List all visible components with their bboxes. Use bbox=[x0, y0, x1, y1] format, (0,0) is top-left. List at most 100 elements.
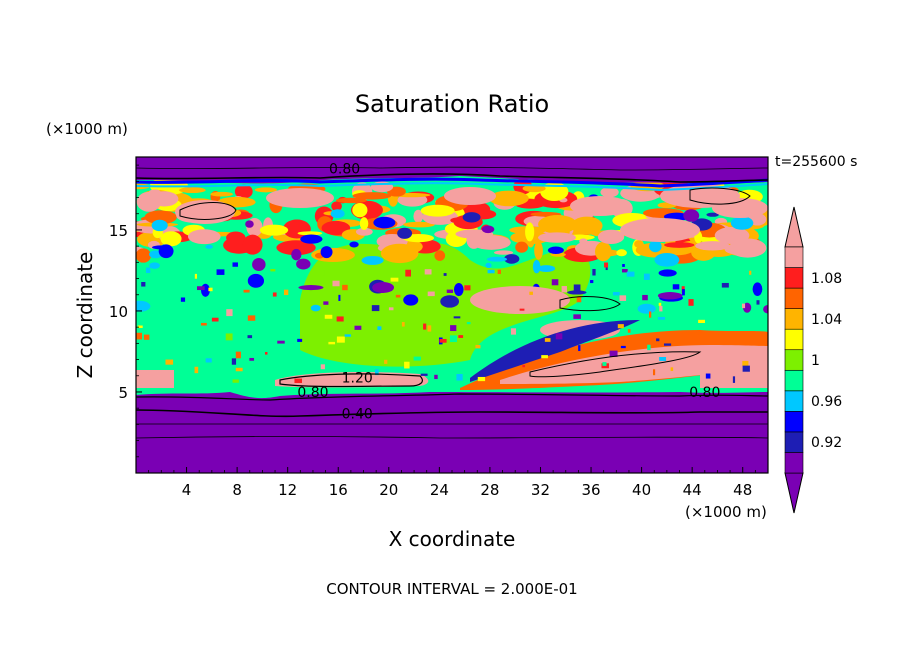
y-tick-label: 15 bbox=[109, 222, 128, 240]
field-patch bbox=[245, 220, 254, 228]
colorbar-segment bbox=[784, 411, 804, 433]
chart-title: Saturation Ratio bbox=[355, 90, 549, 118]
field-speck bbox=[205, 358, 212, 363]
x-tick-label: 44 bbox=[683, 481, 702, 499]
field-pockets bbox=[136, 262, 760, 383]
colorbar-segment bbox=[784, 246, 804, 268]
field-speck bbox=[165, 359, 174, 365]
field-patch bbox=[151, 219, 168, 232]
field-patch bbox=[397, 227, 413, 239]
field-speck bbox=[626, 271, 635, 277]
field-patch bbox=[616, 249, 627, 257]
colorbar-tick-label: 0.92 bbox=[811, 435, 842, 451]
field-patch bbox=[373, 216, 396, 229]
contour-lines bbox=[136, 166, 768, 439]
field-patch bbox=[403, 294, 419, 306]
field-patch bbox=[291, 248, 302, 261]
field-speck bbox=[487, 269, 495, 274]
field-speck bbox=[338, 294, 341, 301]
field-speck bbox=[605, 266, 608, 271]
field-speck bbox=[270, 268, 276, 272]
field-speck bbox=[143, 334, 150, 340]
field-speck bbox=[578, 345, 581, 352]
field-speck bbox=[544, 338, 551, 342]
field-patch bbox=[532, 260, 541, 274]
x-tick-label: 28 bbox=[480, 481, 499, 499]
field-speck bbox=[590, 280, 594, 284]
field-patch bbox=[210, 191, 233, 197]
field-patch bbox=[144, 210, 177, 225]
field-speck bbox=[612, 292, 620, 296]
field-patch bbox=[763, 305, 768, 314]
field-patch bbox=[485, 262, 492, 269]
colorbar-extend-low bbox=[784, 472, 804, 514]
x-tick-label: 16 bbox=[329, 481, 348, 499]
field-speck bbox=[532, 354, 538, 360]
field-speck bbox=[196, 264, 200, 271]
field-speck bbox=[658, 302, 662, 306]
colorbar-segment bbox=[784, 369, 804, 392]
x-tick-label: 32 bbox=[531, 481, 550, 499]
contour-mid-right bbox=[559, 296, 621, 312]
colorbar-tick-label: 1.04 bbox=[811, 312, 842, 328]
contour-top-thin bbox=[136, 166, 768, 171]
field-patch bbox=[730, 216, 754, 230]
field-speck bbox=[555, 333, 563, 340]
field-speck bbox=[388, 307, 394, 311]
contour-low-040 bbox=[136, 409, 768, 418]
field-speck bbox=[423, 323, 427, 330]
field-speck bbox=[247, 315, 256, 321]
field-speck bbox=[427, 291, 435, 297]
x-tick-label: 8 bbox=[232, 481, 242, 499]
field-patch bbox=[205, 244, 213, 249]
field-low-shelf-left bbox=[136, 370, 174, 388]
field-speck bbox=[332, 280, 340, 287]
x-tick-label: 40 bbox=[632, 481, 651, 499]
field-speck bbox=[659, 305, 663, 312]
field-speck bbox=[297, 338, 303, 342]
field-patch bbox=[634, 240, 644, 248]
field-speck bbox=[475, 344, 481, 349]
field-speck bbox=[602, 362, 607, 366]
field-patch bbox=[600, 186, 619, 198]
field-patch bbox=[522, 184, 546, 193]
field-speck bbox=[651, 321, 659, 327]
field-patch bbox=[515, 241, 529, 253]
contour-label: 0.80 bbox=[689, 385, 720, 401]
field-speck bbox=[438, 264, 445, 269]
field-speck bbox=[401, 322, 405, 327]
field-speck bbox=[395, 294, 401, 298]
field-patch bbox=[664, 242, 695, 248]
field-speck bbox=[336, 336, 345, 343]
field-patch bbox=[252, 257, 266, 272]
field-patch bbox=[321, 220, 351, 236]
field-speck bbox=[231, 358, 237, 365]
contour-low-080 bbox=[136, 393, 768, 401]
field-speck bbox=[384, 359, 388, 364]
field-speck bbox=[464, 285, 471, 291]
field-speck bbox=[749, 270, 752, 275]
contour-label: 0.80 bbox=[297, 385, 328, 401]
field-patch bbox=[706, 212, 719, 217]
field-speck bbox=[643, 273, 650, 280]
field-patch bbox=[714, 226, 750, 245]
field-patch bbox=[657, 292, 683, 300]
field-patch bbox=[434, 250, 446, 261]
field-speck bbox=[742, 365, 750, 372]
field-patch bbox=[471, 235, 511, 250]
field-speck bbox=[500, 338, 508, 342]
field-speck bbox=[732, 376, 736, 383]
field-speck bbox=[235, 351, 241, 359]
field-speck bbox=[200, 322, 207, 326]
field-speck bbox=[522, 365, 526, 368]
field-patch bbox=[695, 241, 730, 251]
field-speck bbox=[310, 361, 316, 366]
colorbar-tick-label: 1 bbox=[811, 353, 820, 369]
field-speck bbox=[551, 279, 559, 286]
field-patch bbox=[620, 218, 700, 242]
field-speck bbox=[642, 294, 648, 301]
field-speck bbox=[592, 268, 596, 276]
field-speck bbox=[659, 357, 667, 361]
field-speck bbox=[243, 289, 250, 293]
